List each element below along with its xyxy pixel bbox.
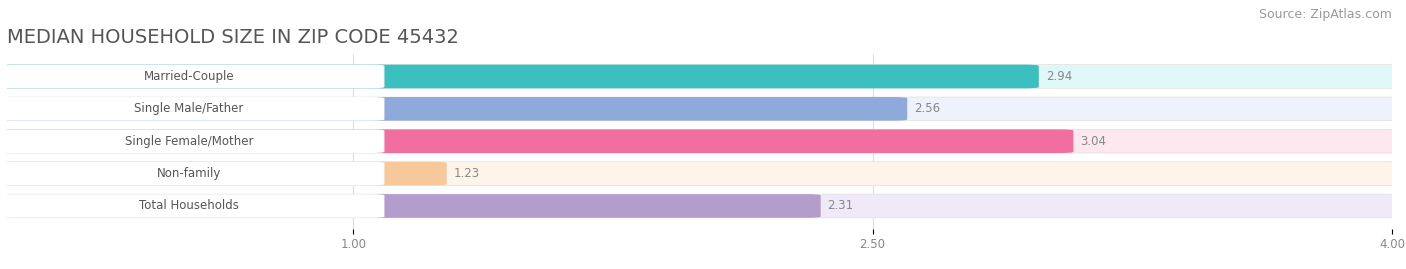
FancyBboxPatch shape [0, 129, 1073, 153]
FancyBboxPatch shape [0, 129, 1406, 153]
Text: Single Male/Father: Single Male/Father [134, 102, 243, 115]
FancyBboxPatch shape [0, 65, 1039, 88]
FancyBboxPatch shape [0, 194, 384, 218]
Text: 2.94: 2.94 [1046, 70, 1071, 83]
FancyBboxPatch shape [0, 162, 384, 185]
Text: Total Households: Total Households [139, 200, 239, 213]
FancyBboxPatch shape [0, 194, 1406, 218]
FancyBboxPatch shape [0, 194, 821, 218]
Text: Married-Couple: Married-Couple [143, 70, 235, 83]
FancyBboxPatch shape [0, 97, 1406, 121]
Text: 3.04: 3.04 [1080, 135, 1107, 148]
Text: MEDIAN HOUSEHOLD SIZE IN ZIP CODE 45432: MEDIAN HOUSEHOLD SIZE IN ZIP CODE 45432 [7, 28, 458, 47]
FancyBboxPatch shape [0, 97, 384, 121]
Text: Source: ZipAtlas.com: Source: ZipAtlas.com [1258, 8, 1392, 21]
Text: 2.31: 2.31 [828, 200, 853, 213]
FancyBboxPatch shape [0, 129, 384, 153]
FancyBboxPatch shape [0, 97, 907, 121]
Text: Non-family: Non-family [156, 167, 221, 180]
FancyBboxPatch shape [0, 65, 384, 88]
Text: Single Female/Mother: Single Female/Mother [125, 135, 253, 148]
FancyBboxPatch shape [0, 65, 1406, 88]
FancyBboxPatch shape [0, 162, 1406, 185]
Text: 2.56: 2.56 [914, 102, 941, 115]
FancyBboxPatch shape [0, 162, 447, 185]
Text: 1.23: 1.23 [454, 167, 479, 180]
